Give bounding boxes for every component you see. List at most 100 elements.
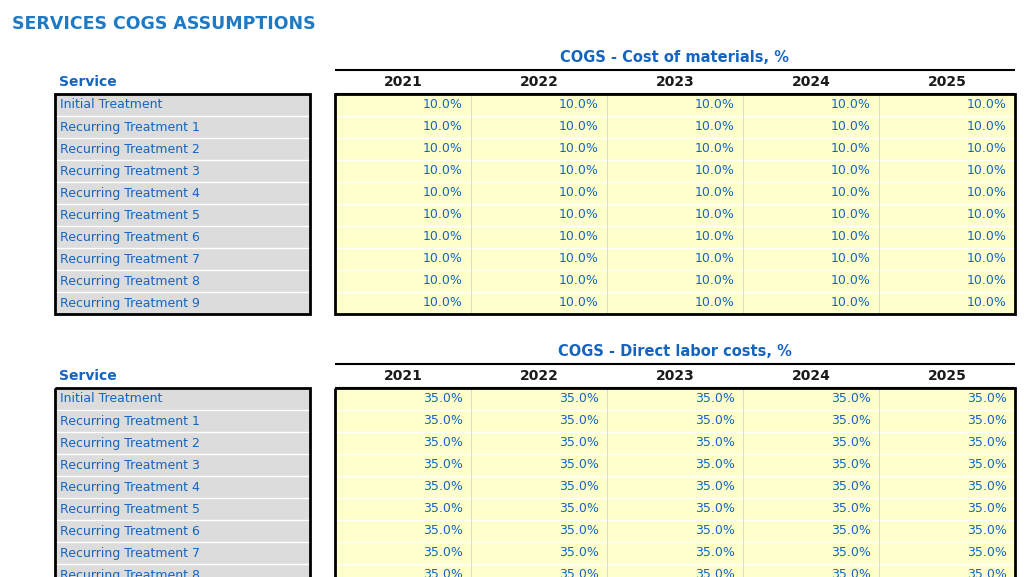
Text: 10.0%: 10.0% xyxy=(967,143,1007,155)
Text: 35.0%: 35.0% xyxy=(559,546,599,560)
Text: 10.0%: 10.0% xyxy=(967,208,1007,222)
Text: 35.0%: 35.0% xyxy=(559,503,599,515)
Text: 35.0%: 35.0% xyxy=(423,568,463,577)
Text: 35.0%: 35.0% xyxy=(695,392,735,406)
Text: 35.0%: 35.0% xyxy=(559,392,599,406)
Text: 2024: 2024 xyxy=(792,75,830,89)
Text: 35.0%: 35.0% xyxy=(831,524,871,538)
Text: 35.0%: 35.0% xyxy=(559,481,599,493)
Text: Recurring Treatment 8: Recurring Treatment 8 xyxy=(60,275,200,287)
Text: 35.0%: 35.0% xyxy=(695,436,735,449)
Text: 35.0%: 35.0% xyxy=(831,481,871,493)
Text: 2021: 2021 xyxy=(384,75,423,89)
Text: 35.0%: 35.0% xyxy=(423,524,463,538)
Text: 35.0%: 35.0% xyxy=(559,436,599,449)
Text: 35.0%: 35.0% xyxy=(695,524,735,538)
Text: 10.0%: 10.0% xyxy=(423,186,463,200)
Text: 10.0%: 10.0% xyxy=(423,230,463,243)
Text: Recurring Treatment 7: Recurring Treatment 7 xyxy=(60,253,200,265)
Text: 10.0%: 10.0% xyxy=(831,208,871,222)
Text: 10.0%: 10.0% xyxy=(831,230,871,243)
Text: 35.0%: 35.0% xyxy=(831,459,871,471)
Text: 10.0%: 10.0% xyxy=(967,230,1007,243)
Text: 10.0%: 10.0% xyxy=(967,164,1007,178)
Text: Recurring Treatment 9: Recurring Treatment 9 xyxy=(60,297,200,309)
Text: 35.0%: 35.0% xyxy=(423,459,463,471)
Text: Service: Service xyxy=(59,369,117,383)
Text: Recurring Treatment 1: Recurring Treatment 1 xyxy=(60,121,200,133)
Text: 35.0%: 35.0% xyxy=(423,392,463,406)
Text: 35.0%: 35.0% xyxy=(559,524,599,538)
Text: Recurring Treatment 4: Recurring Treatment 4 xyxy=(60,481,200,493)
Text: 10.0%: 10.0% xyxy=(423,121,463,133)
Text: COGS - Cost of materials, %: COGS - Cost of materials, % xyxy=(560,50,790,65)
Text: 10.0%: 10.0% xyxy=(695,253,735,265)
Text: 10.0%: 10.0% xyxy=(695,275,735,287)
Bar xyxy=(335,388,1015,577)
Text: 10.0%: 10.0% xyxy=(559,253,599,265)
Text: 10.0%: 10.0% xyxy=(559,275,599,287)
Text: 10.0%: 10.0% xyxy=(967,297,1007,309)
Text: 10.0%: 10.0% xyxy=(559,186,599,200)
Text: 2023: 2023 xyxy=(655,369,694,383)
Text: 10.0%: 10.0% xyxy=(695,121,735,133)
Text: Recurring Treatment 6: Recurring Treatment 6 xyxy=(60,524,200,538)
Text: Recurring Treatment 7: Recurring Treatment 7 xyxy=(60,546,200,560)
Text: 35.0%: 35.0% xyxy=(423,546,463,560)
Bar xyxy=(335,94,1015,314)
Text: 35.0%: 35.0% xyxy=(967,436,1007,449)
Text: 10.0%: 10.0% xyxy=(831,164,871,178)
Text: 35.0%: 35.0% xyxy=(423,414,463,428)
Text: 35.0%: 35.0% xyxy=(559,568,599,577)
Text: 35.0%: 35.0% xyxy=(559,414,599,428)
Text: 35.0%: 35.0% xyxy=(831,392,871,406)
Text: 10.0%: 10.0% xyxy=(559,208,599,222)
Text: 10.0%: 10.0% xyxy=(695,143,735,155)
Text: 35.0%: 35.0% xyxy=(423,481,463,493)
Text: 10.0%: 10.0% xyxy=(831,253,871,265)
Text: 10.0%: 10.0% xyxy=(967,253,1007,265)
Text: Recurring Treatment 2: Recurring Treatment 2 xyxy=(60,436,200,449)
Text: 10.0%: 10.0% xyxy=(831,121,871,133)
Text: 10.0%: 10.0% xyxy=(559,121,599,133)
Text: Service: Service xyxy=(59,75,117,89)
Text: 10.0%: 10.0% xyxy=(423,208,463,222)
Text: Recurring Treatment 5: Recurring Treatment 5 xyxy=(60,208,200,222)
Text: 35.0%: 35.0% xyxy=(831,503,871,515)
Text: 35.0%: 35.0% xyxy=(695,414,735,428)
Text: Recurring Treatment 6: Recurring Treatment 6 xyxy=(60,230,200,243)
Text: 2025: 2025 xyxy=(928,75,967,89)
Text: 10.0%: 10.0% xyxy=(559,143,599,155)
Text: SERVICES COGS ASSUMPTIONS: SERVICES COGS ASSUMPTIONS xyxy=(12,15,315,33)
Text: 35.0%: 35.0% xyxy=(559,459,599,471)
Text: 35.0%: 35.0% xyxy=(423,436,463,449)
Text: 35.0%: 35.0% xyxy=(967,546,1007,560)
Text: Initial Treatment: Initial Treatment xyxy=(60,99,163,111)
Text: 35.0%: 35.0% xyxy=(831,568,871,577)
Text: 2025: 2025 xyxy=(928,369,967,383)
Text: 10.0%: 10.0% xyxy=(831,297,871,309)
Text: 10.0%: 10.0% xyxy=(695,164,735,178)
Text: 10.0%: 10.0% xyxy=(423,164,463,178)
Text: 10.0%: 10.0% xyxy=(695,186,735,200)
Text: 10.0%: 10.0% xyxy=(695,99,735,111)
Text: 35.0%: 35.0% xyxy=(967,392,1007,406)
Text: 10.0%: 10.0% xyxy=(695,297,735,309)
Text: 10.0%: 10.0% xyxy=(831,143,871,155)
Text: 10.0%: 10.0% xyxy=(695,230,735,243)
Text: 10.0%: 10.0% xyxy=(831,99,871,111)
Text: 10.0%: 10.0% xyxy=(423,143,463,155)
Text: 10.0%: 10.0% xyxy=(967,99,1007,111)
Text: 35.0%: 35.0% xyxy=(423,503,463,515)
Text: 10.0%: 10.0% xyxy=(559,99,599,111)
Text: 35.0%: 35.0% xyxy=(967,503,1007,515)
Text: 10.0%: 10.0% xyxy=(423,253,463,265)
Text: Recurring Treatment 2: Recurring Treatment 2 xyxy=(60,143,200,155)
Bar xyxy=(55,388,310,577)
Text: Recurring Treatment 5: Recurring Treatment 5 xyxy=(60,503,200,515)
Bar xyxy=(55,388,310,577)
Bar xyxy=(335,388,1015,577)
Text: 35.0%: 35.0% xyxy=(831,546,871,560)
Text: 35.0%: 35.0% xyxy=(695,481,735,493)
Text: 2021: 2021 xyxy=(384,369,423,383)
